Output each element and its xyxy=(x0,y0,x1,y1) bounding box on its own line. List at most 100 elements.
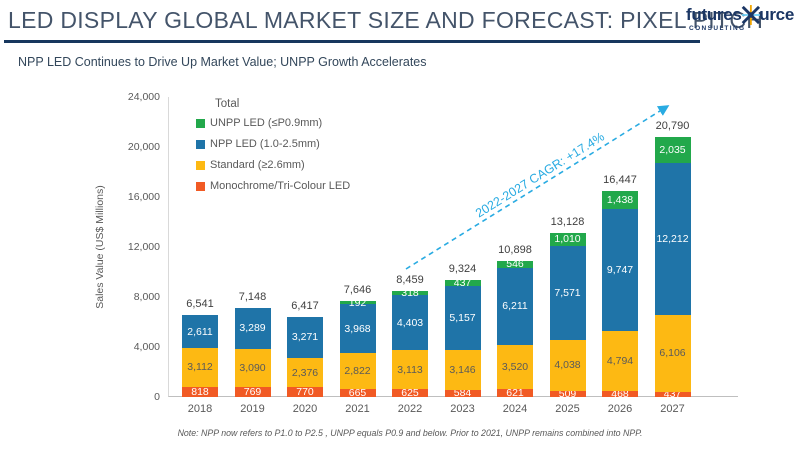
legend-item: NPP LED (1.0-2.5mm) xyxy=(196,138,350,150)
legend: Total UNPP LED (≤P0.9mm) NPP LED (1.0-2.5… xyxy=(196,98,350,201)
y-tick-label: 16,000 xyxy=(127,191,160,203)
bar-segment: 546 xyxy=(497,257,533,270)
bar-segment-value: 2,822 xyxy=(344,364,371,377)
bar-segment-value: 192 xyxy=(348,296,367,309)
bar-segment-value: 7,571 xyxy=(554,286,581,299)
legend-label: UNPP LED (≤P0.9mm) xyxy=(210,117,323,129)
x-tick-label: 2023 xyxy=(450,403,475,415)
y-tick-label: 8,000 xyxy=(133,291,160,303)
bar-segment-value: 3,113 xyxy=(397,363,423,376)
bar-segment: 3,090 xyxy=(234,348,271,388)
legend-swatch xyxy=(196,160,205,170)
bar-segment-value: 3,112 xyxy=(187,361,213,374)
bar-segment-value: 5,157 xyxy=(449,311,476,324)
bar-segment: 3,271 xyxy=(287,316,323,358)
bar-segment: 6,211 xyxy=(497,267,533,346)
legend-label: Monochrome/Tri-Colour LED xyxy=(210,180,351,192)
bar-segment-value: 584 xyxy=(453,387,472,400)
bar-segment-value: 6,211 xyxy=(502,300,528,313)
bar-segment-value: 3,968 xyxy=(344,322,371,335)
bar-segment-value: 12,212 xyxy=(656,232,689,245)
bar-segment: 6,106 xyxy=(654,315,691,392)
legend-item: Monochrome/Tri-Colour LED xyxy=(196,180,350,192)
bar-segment: 3,968 xyxy=(339,303,376,354)
bar-segment: 9,747 xyxy=(602,209,638,332)
logo-wordmark: futures urce xyxy=(686,4,794,26)
futuresource-logo: futures urce CONSULTING xyxy=(686,4,794,32)
logo-tagline: CONSULTING xyxy=(689,25,746,32)
bar-segment-value: 468 xyxy=(611,387,629,400)
bar-segment: 1,438 xyxy=(602,191,638,210)
bar-total-label: 6,541 xyxy=(186,298,214,311)
bar-segment: 5,157 xyxy=(444,285,481,351)
star-burst-icon xyxy=(741,5,760,25)
x-tick-label: 2018 xyxy=(187,403,213,415)
bar-total-label: 16,447 xyxy=(603,174,637,187)
bar-segment: 3,289 xyxy=(234,307,271,349)
bar-segment: 1,010 xyxy=(549,232,586,246)
bar-segment-value: 437 xyxy=(663,388,682,400)
logo-text-right: urce xyxy=(759,5,794,24)
x-tick-label: 2022 xyxy=(397,403,423,415)
bar-segment-value: 3,146 xyxy=(449,363,476,376)
legend-items: UNPP LED (≤P0.9mm) NPP LED (1.0-2.5mm) Sta… xyxy=(196,117,350,192)
bar-segment-value: 2,611 xyxy=(187,325,213,338)
bar-segment-value: 3,090 xyxy=(239,361,266,374)
legend-swatch xyxy=(196,181,205,191)
bar-segment: 4,403 xyxy=(392,295,428,351)
footnote: Note: NPP now refers to P1.0 to P2.5 , U… xyxy=(177,428,643,438)
bar-segment-value: 9,747 xyxy=(606,264,634,277)
x-tick-label: 2024 xyxy=(502,403,528,415)
bar-segment-value: 625 xyxy=(401,386,419,399)
bar-total-label: 8,459 xyxy=(396,274,424,287)
bar-segment-value: 437 xyxy=(453,276,472,289)
legend-item: UNPP LED (≤P0.9mm) xyxy=(196,117,350,129)
title-underline xyxy=(4,40,700,43)
bar-segment: 584 xyxy=(444,387,481,400)
bar-segment-value: 2,035 xyxy=(659,143,686,156)
bar-segment-value: 6,106 xyxy=(659,347,686,360)
legend-label: Standard (≥2.6mm) xyxy=(210,159,305,171)
bar-segment: 818 xyxy=(182,387,218,397)
legend-label: NPP LED (1.0-2.5mm) xyxy=(210,138,320,150)
bar-segment: 437 xyxy=(654,388,691,400)
logo-text-left: futures xyxy=(686,5,742,24)
legend-swatch xyxy=(196,139,205,149)
bar-segment-value: 509 xyxy=(558,387,577,400)
bar-segment-value: 818 xyxy=(191,385,209,398)
bar-segment: 12,212 xyxy=(654,162,691,316)
legend-swatch xyxy=(196,118,205,128)
bar-segment: 2,376 xyxy=(287,357,323,388)
bar-total-label: 7,646 xyxy=(343,284,372,297)
bar-segment: 2,611 xyxy=(182,315,218,348)
bar-segment-value: 4,038 xyxy=(554,359,581,372)
bar-segment-value: 769 xyxy=(243,385,262,398)
bar-segment: 468 xyxy=(602,387,638,400)
bar-segment-value: 3,520 xyxy=(501,360,529,373)
bar-segment-value: 665 xyxy=(348,386,367,399)
x-tick-label: 2021 xyxy=(345,403,370,415)
bar-segment-value: 2,376 xyxy=(291,366,319,379)
bar-segment-value: 546 xyxy=(506,257,524,270)
bar-segment-value: 1,010 xyxy=(554,232,581,245)
bar-total-label: 13,128 xyxy=(550,215,585,228)
bar-segment: 3,146 xyxy=(444,350,481,390)
bar-segment: 4,794 xyxy=(602,331,638,392)
bar-segment: 621 xyxy=(497,386,533,399)
x-tick-label: 2026 xyxy=(607,403,633,415)
bar-segment-value: 1,438 xyxy=(606,194,634,207)
bar-segment-value: 3,271 xyxy=(291,330,319,343)
bar-segment-value: 621 xyxy=(506,386,524,399)
bar-segment: 665 xyxy=(339,386,376,399)
bar-segment: 318 xyxy=(392,288,428,298)
bar-segment: 770 xyxy=(287,387,323,397)
y-tick-label: 4,000 xyxy=(133,341,160,353)
bar-total-label: 7,148 xyxy=(238,290,267,303)
bar-total-label: 20,790 xyxy=(655,120,690,133)
y-tick-label: 20,000 xyxy=(127,141,160,153)
bar-segment: 192 xyxy=(339,297,376,307)
bar-segment-value: 318 xyxy=(401,286,419,299)
x-tick-label: 2020 xyxy=(292,403,318,415)
x-tick-label: 2027 xyxy=(660,403,685,415)
